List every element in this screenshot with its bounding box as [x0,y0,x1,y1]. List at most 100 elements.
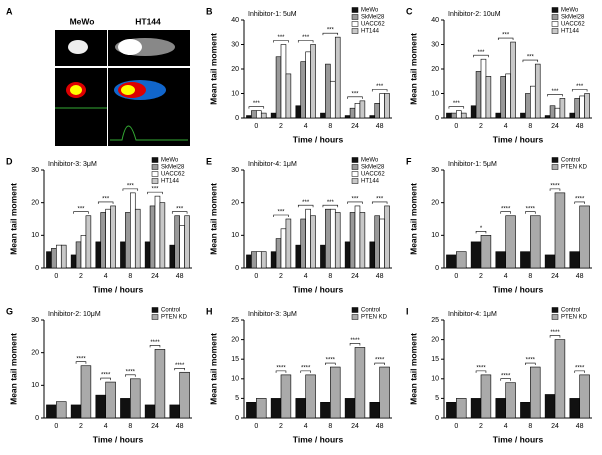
legend-swatch [351,171,359,177]
bar [530,366,541,419]
y-tick-label: 30 [231,41,239,48]
significance-label: **** [350,338,360,344]
significance-label: **** [150,340,160,346]
significance-bracket [300,370,311,373]
significance-label: **** [175,363,185,369]
significance-label: *** [102,197,110,203]
significance-label: *** [127,183,135,189]
x-tick-label: 4 [304,123,308,130]
bar [569,112,576,119]
bar [275,238,282,269]
bar [495,398,506,419]
subtitle: Inhibitor-1: 5uM [248,11,297,18]
legend-swatch [151,314,159,320]
subtitle: Inhibitor-3: 3μM [248,311,297,318]
y-tick-label: 0 [35,415,39,422]
bar [134,208,141,269]
significance-label: *** [576,84,584,90]
y-axis-title: Mean tail moment [408,183,418,255]
bar [374,103,380,119]
bar [125,212,131,269]
significance-label: **** [501,206,511,212]
bar [251,110,257,119]
significance-label: *** [302,35,310,41]
x-tick-label: 4 [304,423,308,430]
legend-label: Control [561,158,580,164]
x-axis-title: Time / hours [93,434,144,444]
x-axis-title: Time / hours [293,134,344,144]
bar [95,394,106,419]
bar [374,215,380,269]
significance-bracket [500,378,511,381]
x-axis-title: Time / hours [293,284,344,294]
bar [179,371,190,419]
y-tick-label: 30 [31,317,39,324]
y-tick-label: 40 [431,17,439,24]
caption: HT144 [135,16,161,26]
y-axis-title: Mean tail moment [208,33,218,105]
legend-swatch [351,164,359,170]
y-tick-label: 5 [435,395,439,402]
y-tick-label: 5 [235,395,239,402]
x-tick-label: 48 [176,273,184,280]
significance-label: *** [453,101,461,107]
bar [256,398,267,419]
bar [485,76,492,119]
legend-label: MeWo [361,8,379,14]
x-tick-label: 2 [479,123,483,130]
significance-bracket [571,89,588,92]
bar [330,80,336,119]
bar [320,402,331,419]
x-tick-label: 4 [104,273,108,280]
y-axis-title: Mean tail moment [8,183,18,255]
bar [369,115,376,119]
bar [495,251,506,269]
x-tick-label: 2 [79,423,83,430]
y-tick-label: 10 [231,232,239,239]
significance-label: *** [327,28,335,34]
bar [344,115,351,119]
panel: B Inhibitor-1: 5uM Mean tail moment Time / … [206,6,392,144]
bar [446,254,457,269]
y-tick-label: 25 [431,317,439,324]
legend-label: MeWo [161,158,179,164]
bar [325,208,331,269]
x-tick-label: 24 [351,273,359,280]
significance-label: **** [126,369,136,375]
y-tick-label: 20 [431,66,439,73]
bar [60,244,67,269]
bar [475,71,482,119]
y-tick-label: 10 [231,376,239,383]
y-tick-label: 0 [435,415,439,422]
legend-label: MeWo [561,8,579,14]
bar [95,241,102,269]
bar [169,244,176,269]
bar [330,366,341,419]
significance-label: **** [526,358,536,364]
legend-label: UACC62 [361,22,385,28]
significance-label: **** [101,373,111,379]
bar [310,215,316,269]
legend-swatch [551,7,559,13]
y-tick-label: 20 [231,66,239,73]
panel: I Inhibitor-4: 1μM Mean tail moment Time / … [406,306,592,444]
legend-swatch [151,178,159,184]
legend-swatch [551,164,559,170]
significance-bracket [525,211,536,214]
significance-label: *** [176,206,184,212]
x-tick-label: 4 [104,423,108,430]
legend-swatch [151,171,159,177]
bar [480,58,487,119]
legend-swatch [351,7,359,13]
y-tick-label: 10 [431,376,439,383]
x-tick-label: 24 [151,423,159,430]
bar [295,244,302,269]
bar [349,212,356,269]
y-tick-label: 0 [35,265,39,272]
significance-bracket [525,362,536,366]
bar [46,251,52,269]
significance-bracket [349,343,361,346]
bar [359,212,366,269]
y-tick-label: 10 [431,90,439,97]
bar [246,402,257,419]
